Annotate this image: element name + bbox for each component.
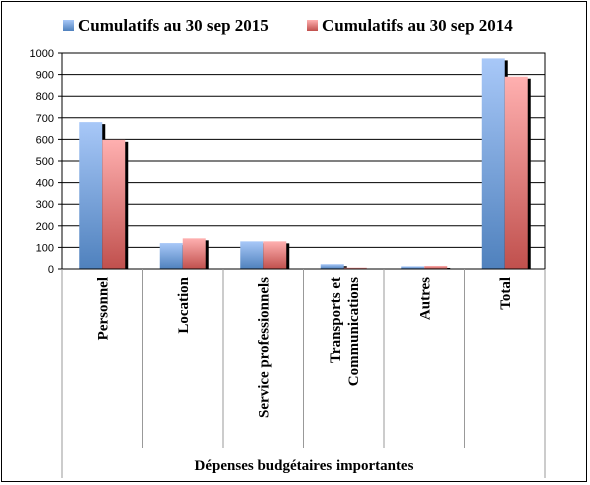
y-tick-label: 1000 — [30, 48, 54, 60]
bars — [79, 58, 531, 270]
y-tick-label: 200 — [36, 221, 54, 233]
bar-2015 — [481, 58, 505, 270]
bar-2014 — [504, 76, 528, 269]
x-axis-title: Dépenses budgétaires importantes — [195, 458, 414, 474]
bar-2014 — [182, 238, 206, 269]
category-label: Location — [176, 276, 192, 333]
category-label: Communications — [346, 277, 362, 386]
y-tick-label: 300 — [36, 199, 54, 211]
category-label: Total — [498, 277, 514, 310]
category-label: Transports et — [328, 277, 344, 363]
legend-swatch-2015 — [63, 20, 74, 31]
bar-2014 — [343, 267, 367, 269]
y-axis-ticks: 0 100 200 300 400 500 600 700 800 900 1000 — [30, 48, 62, 276]
gridlines — [62, 52, 545, 270]
legend: Cumulatifs au 30 sep 2015 Cumulatifs au … — [63, 16, 513, 35]
legend-label-2015: Cumulatifs au 30 sep 2015 — [78, 16, 269, 35]
y-tick-label: 900 — [36, 70, 54, 82]
y-tick-label: 400 — [36, 178, 54, 190]
bar-2015 — [320, 264, 344, 269]
category-label: Autres — [417, 277, 433, 320]
y-tick-label: 100 — [36, 242, 54, 254]
category-label: Service professionnels — [256, 277, 272, 418]
category-label: Personnel — [95, 277, 111, 340]
legend-swatch-2014 — [307, 20, 318, 31]
y-tick-label: 600 — [36, 134, 54, 146]
bar-2015 — [159, 243, 183, 269]
bar-2015 — [401, 266, 425, 269]
bar-2015 — [79, 122, 103, 270]
y-tick-label: 800 — [36, 91, 54, 103]
y-tick-label: 0 — [48, 264, 54, 276]
bar-2014 — [424, 265, 448, 269]
y-tick-label: 500 — [36, 156, 54, 168]
legend-label-2014: Cumulatifs au 30 sep 2014 — [322, 16, 513, 35]
bar-2015 — [240, 241, 264, 269]
category-table — [61, 269, 546, 478]
bar-2014 — [102, 139, 126, 269]
y-tick-label: 700 — [36, 113, 54, 125]
bar-2014 — [263, 241, 287, 269]
category-labels: Personnel Location Service professionnels T… — [95, 276, 514, 418]
